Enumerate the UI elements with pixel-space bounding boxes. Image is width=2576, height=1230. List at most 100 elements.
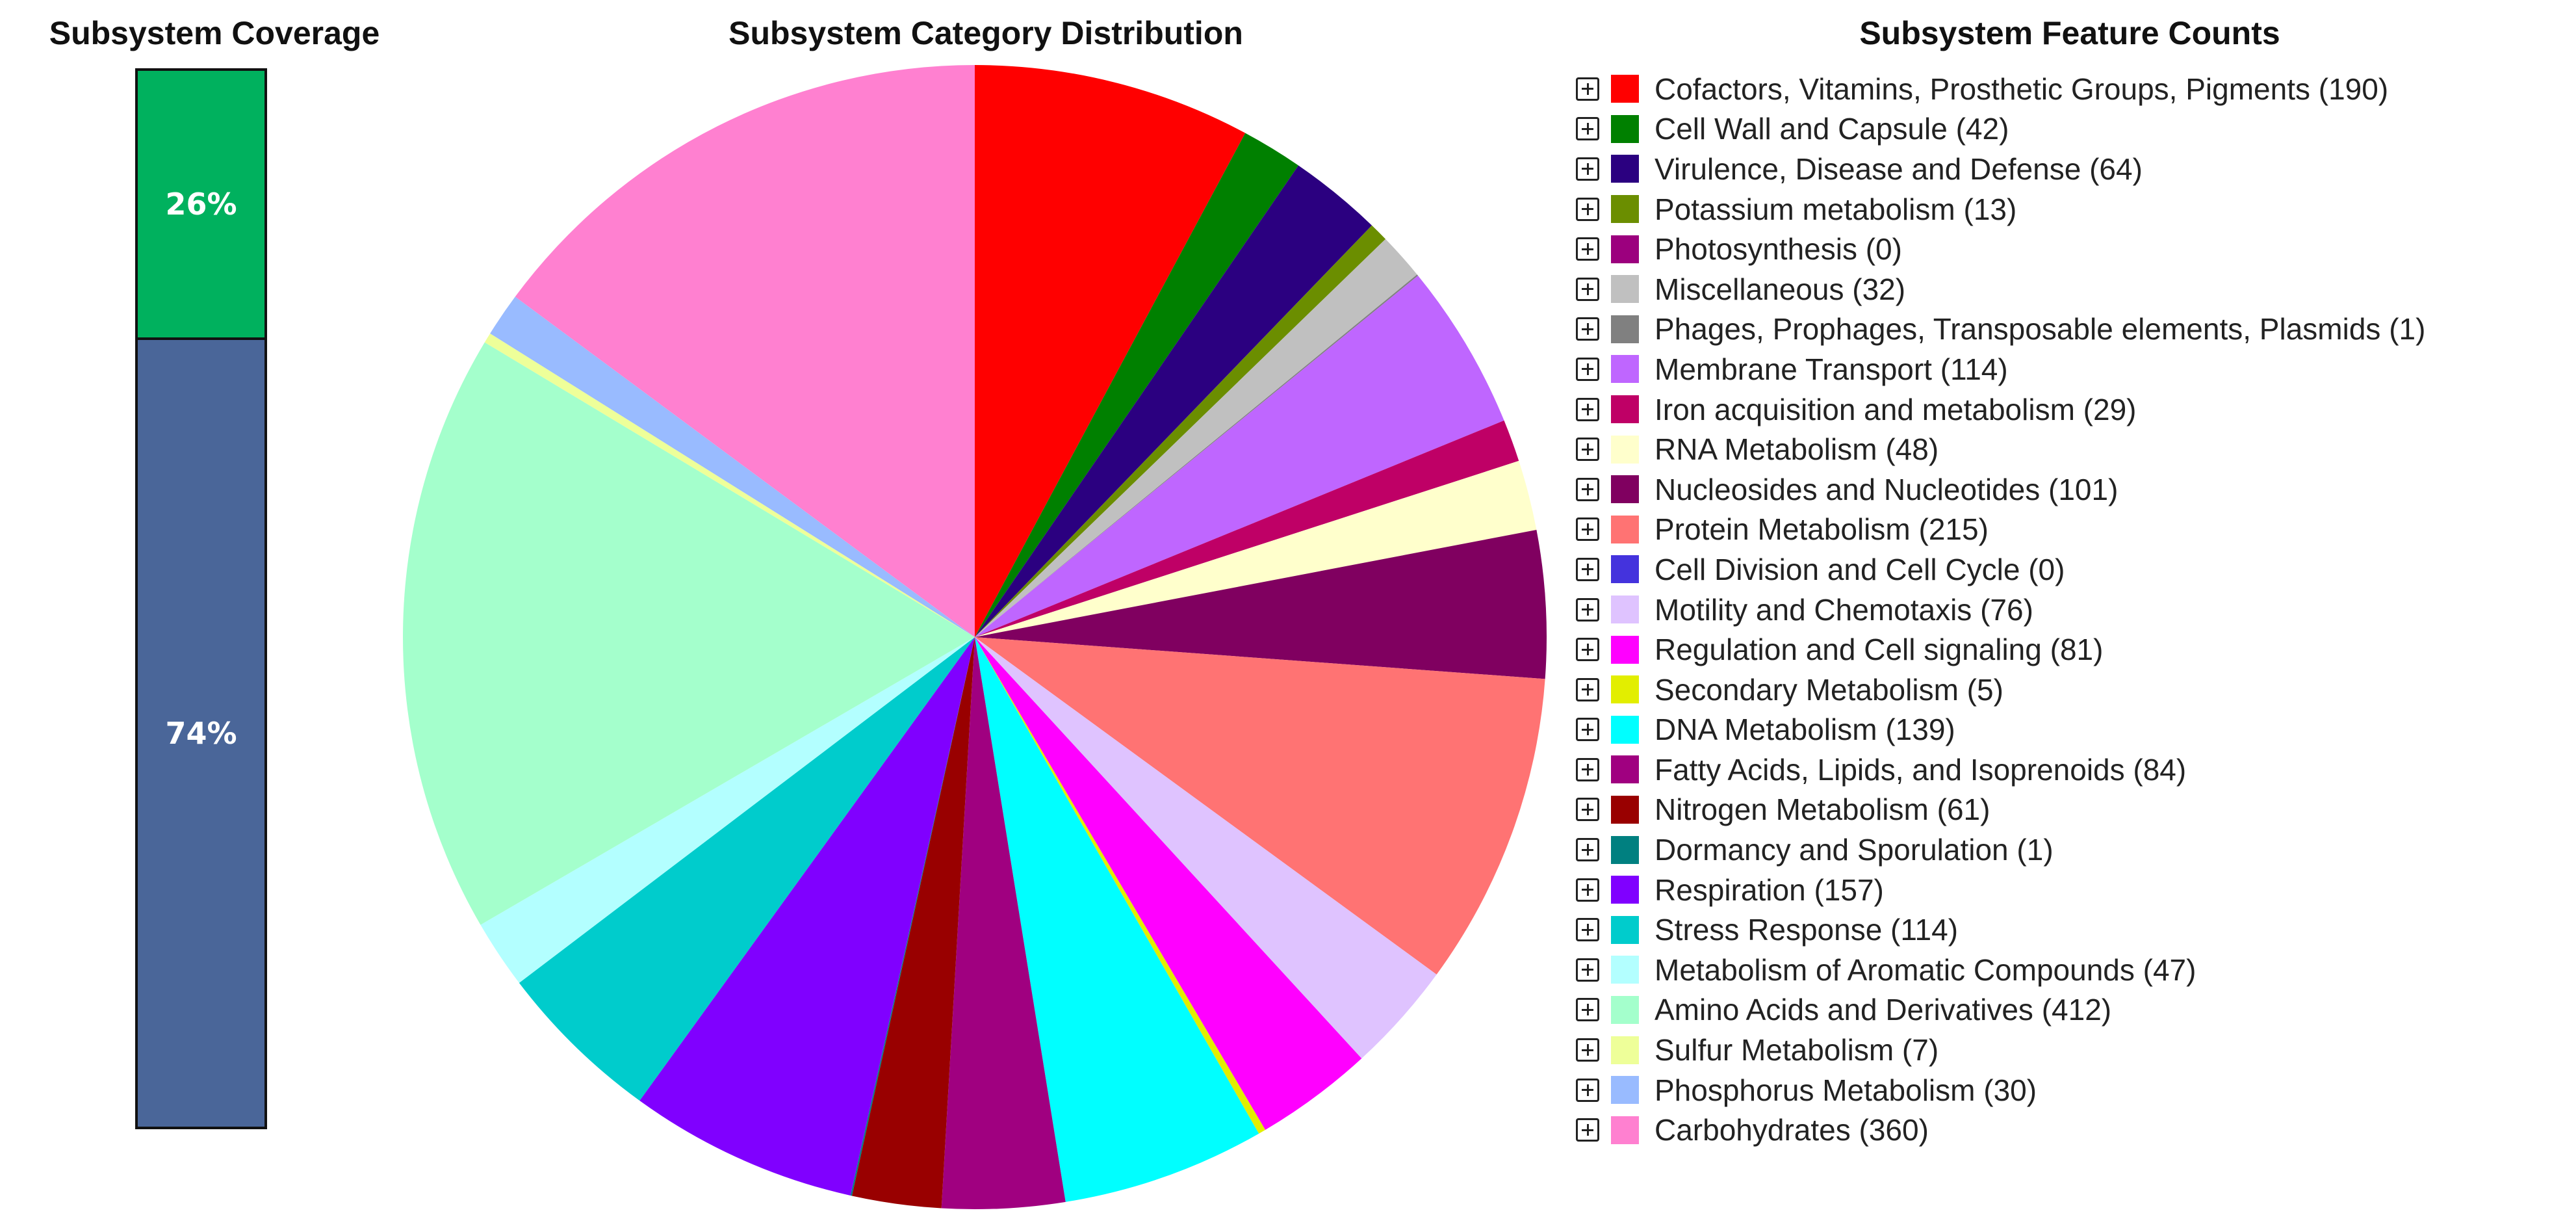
expand-plus-icon[interactable] xyxy=(1576,517,1599,542)
pie-chart xyxy=(403,65,1547,1210)
expand-plus-icon[interactable] xyxy=(1576,477,1599,501)
legend-swatch xyxy=(1611,555,1639,584)
legend-item: Fatty Acids, Lipids, and Isoprenoids (84… xyxy=(1576,750,2425,790)
legend-label: Sulfur Metabolism (7) xyxy=(1655,1033,1939,1067)
expand-plus-icon[interactable] xyxy=(1576,958,1599,982)
legend-label: Motility and Chemotaxis (76) xyxy=(1655,592,2033,627)
pie-slice-0[interactable] xyxy=(975,65,1246,637)
legend-label: Carbohydrates (360) xyxy=(1655,1113,1929,1147)
legend-swatch xyxy=(1611,1076,1639,1105)
expand-plus-icon[interactable] xyxy=(1576,237,1599,261)
legend-swatch xyxy=(1611,956,1639,984)
expand-plus-icon[interactable] xyxy=(1576,277,1599,301)
legend-title: Subsystem Feature Counts xyxy=(1859,15,2280,51)
expand-plus-icon[interactable] xyxy=(1576,838,1599,862)
legend-swatch xyxy=(1611,195,1639,224)
pie-slice-7[interactable] xyxy=(975,275,1504,637)
pie-slice-18[interactable] xyxy=(851,637,975,1209)
expand-plus-icon[interactable] xyxy=(1576,998,1599,1022)
legend-item: Cofactors, Vitamins, Prosthetic Groups, … xyxy=(1576,69,2425,109)
expand-plus-icon[interactable] xyxy=(1576,757,1599,781)
pie-slice-14[interactable] xyxy=(975,637,1362,1130)
expand-plus-icon[interactable] xyxy=(1576,438,1599,462)
expand-plus-icon[interactable] xyxy=(1576,117,1599,141)
expand-plus-icon[interactable] xyxy=(1576,357,1599,381)
expand-plus-icon[interactable] xyxy=(1576,638,1599,662)
pie-slice-11[interactable] xyxy=(975,637,1545,975)
expand-plus-icon[interactable] xyxy=(1576,1118,1599,1142)
legend-label: Respiration (157) xyxy=(1655,872,1884,907)
legend-item: Phosphorus Metabolism (30) xyxy=(1576,1070,2425,1110)
legend-label: Membrane Transport (114) xyxy=(1655,352,2008,386)
legend-item: Carbohydrates (360) xyxy=(1576,1110,2425,1150)
legend-label: Cofactors, Vitamins, Prosthetic Groups, … xyxy=(1655,72,2389,106)
expand-plus-icon[interactable] xyxy=(1576,397,1599,421)
legend-item: Secondary Metabolism (5) xyxy=(1576,670,2425,710)
pie-slice-6[interactable] xyxy=(975,274,1419,637)
pie-slice-8[interactable] xyxy=(975,420,1519,637)
expand-plus-icon[interactable] xyxy=(1576,317,1599,341)
legend-label: Protein Metabolism (215) xyxy=(1655,512,1989,547)
legend-swatch xyxy=(1611,515,1639,543)
legend: Cofactors, Vitamins, Prosthetic Groups, … xyxy=(1576,69,2425,1150)
legend-swatch xyxy=(1611,675,1639,704)
legend-item: Metabolism of Aromatic Compounds (47) xyxy=(1576,950,2425,990)
pie-slice-19[interactable] xyxy=(850,637,975,1196)
coverage-title: Subsystem Coverage xyxy=(49,15,380,51)
pie-slice-10[interactable] xyxy=(975,529,1547,679)
expand-plus-icon[interactable] xyxy=(1576,197,1599,221)
expand-plus-icon[interactable] xyxy=(1576,798,1599,822)
pie-slice-5[interactable] xyxy=(975,239,1417,637)
expand-plus-icon[interactable] xyxy=(1576,597,1599,622)
legend-label: Cell Division and Cell Cycle (0) xyxy=(1655,552,2065,586)
expand-plus-icon[interactable] xyxy=(1576,557,1599,581)
expand-plus-icon[interactable] xyxy=(1576,918,1599,942)
pie-slice-9[interactable] xyxy=(975,460,1537,637)
coverage-covered-segment[interactable]: 26% xyxy=(138,71,264,341)
pie-slice-15[interactable] xyxy=(975,637,1266,1134)
legend-item: Dormancy and Sporulation (1) xyxy=(1576,830,2425,870)
expand-plus-icon[interactable] xyxy=(1576,878,1599,902)
pie-slice-16[interactable] xyxy=(975,637,1259,1202)
expand-plus-icon[interactable] xyxy=(1576,1078,1599,1102)
coverage-bar: 26% 74% xyxy=(135,68,267,1129)
legend-label: Fatty Acids, Lipids, and Isoprenoids (84… xyxy=(1655,752,2187,787)
legend-item: Sulfur Metabolism (7) xyxy=(1576,1030,2425,1070)
legend-label: Amino Acids and Derivatives (412) xyxy=(1655,993,2112,1027)
pie-slice-20[interactable] xyxy=(639,637,975,1196)
legend-item: Stress Response (114) xyxy=(1576,909,2425,950)
legend-label: Dormancy and Sporulation (1) xyxy=(1655,833,2054,867)
pie-slice-24[interactable] xyxy=(484,333,975,637)
legend-label: Potassium metabolism (13) xyxy=(1655,192,2017,226)
legend-label: Miscellaneous (32) xyxy=(1655,272,1906,306)
pie-slice-22[interactable] xyxy=(480,637,975,983)
legend-swatch xyxy=(1611,876,1639,904)
expand-plus-icon[interactable] xyxy=(1576,1038,1599,1062)
legend-label: DNA Metabolism (139) xyxy=(1655,713,1955,747)
legend-item: Nitrogen Metabolism (61) xyxy=(1576,790,2425,830)
legend-swatch xyxy=(1611,475,1639,504)
expand-plus-icon[interactable] xyxy=(1576,157,1599,181)
pie-slice-3[interactable] xyxy=(975,225,1386,637)
expand-plus-icon[interactable] xyxy=(1576,677,1599,701)
pie-slice-25[interactable] xyxy=(490,296,975,638)
pie-slice-13[interactable] xyxy=(975,637,1437,1059)
coverage-uncovered-segment[interactable]: 74% xyxy=(138,340,264,1127)
pie-slice-23[interactable] xyxy=(403,342,975,925)
legend-item: Iron acquisition and metabolism (29) xyxy=(1576,389,2425,430)
legend-item: Regulation and Cell signaling (81) xyxy=(1576,629,2425,670)
pie-slice-1[interactable] xyxy=(975,133,1299,637)
legend-label: Stress Response (114) xyxy=(1655,913,1959,947)
pie-slice-2[interactable] xyxy=(975,165,1372,637)
expand-plus-icon[interactable] xyxy=(1576,718,1599,742)
legend-label: Photosynthesis (0) xyxy=(1655,232,1902,267)
legend-swatch xyxy=(1611,355,1639,384)
legend-swatch xyxy=(1611,155,1639,183)
expand-plus-icon[interactable] xyxy=(1576,77,1599,101)
legend-swatch xyxy=(1611,1036,1639,1064)
pie-slice-21[interactable] xyxy=(519,637,975,1101)
legend-swatch xyxy=(1611,395,1639,424)
legend-item: Phages, Prophages, Transposable elements… xyxy=(1576,309,2425,350)
pie-slice-17[interactable] xyxy=(941,637,1066,1210)
pie-slice-26[interactable] xyxy=(515,65,975,637)
